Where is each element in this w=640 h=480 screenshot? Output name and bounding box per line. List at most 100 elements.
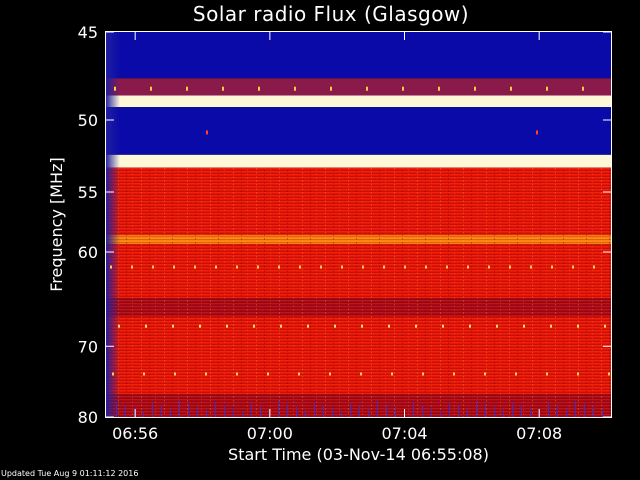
burst-marker-78 — [125, 405, 126, 417]
burst-marker-125 — [548, 403, 549, 417]
burst-marker-74 — [546, 372, 548, 376]
spectrogram-lines — [106, 167, 611, 417]
burst-marker-98 — [305, 410, 306, 417]
burst-marker-41 — [118, 324, 120, 328]
burst-marker-110 — [413, 402, 414, 417]
burst-marker-4 — [222, 86, 224, 91]
y-tick-label: 45 — [78, 23, 98, 42]
burst-marker-84 — [179, 401, 180, 417]
burst-marker-103 — [350, 403, 351, 417]
burst-marker-70 — [422, 372, 424, 376]
burst-marker-100 — [323, 405, 324, 417]
burst-marker-73 — [515, 372, 517, 376]
burst-marker-7 — [330, 86, 332, 91]
frequency-band-2 — [106, 78, 611, 96]
burst-marker-82 — [161, 406, 162, 417]
burst-marker-93 — [260, 406, 261, 417]
burst-marker-46 — [253, 324, 255, 328]
burst-marker-128 — [575, 401, 576, 417]
x-tick-label: 07:00 — [247, 424, 293, 443]
y-axis: 45 50 55 60 70 80 — [78, 23, 611, 427]
burst-marker-56 — [523, 324, 525, 328]
burst-marker-76 — [608, 372, 610, 376]
burst-marker-3 — [186, 86, 188, 91]
y-tick-label: 55 — [78, 183, 98, 202]
burst-marker-65 — [267, 372, 269, 376]
burst-marker-25 — [278, 265, 280, 269]
burst-marker-22 — [215, 265, 217, 269]
burst-marker-5 — [258, 86, 260, 91]
spectrogram-edge — [106, 32, 120, 417]
burst-marker-61 — [143, 372, 145, 376]
burst-marker-117 — [476, 401, 477, 417]
burst-marker-77 — [116, 402, 117, 417]
burst-marker-43 — [172, 324, 174, 328]
burst-marker-26 — [299, 265, 301, 269]
burst-marker-49 — [334, 324, 336, 328]
burst-marker-2 — [150, 86, 152, 91]
burst-marker-40 — [593, 265, 595, 269]
burst-marker-118 — [485, 404, 486, 417]
burst-marker-107 — [386, 404, 387, 417]
frequency-band-5 — [106, 154, 611, 168]
burst-marker-75 — [577, 372, 579, 376]
burst-marker-83 — [170, 409, 171, 417]
burst-marker-122 — [521, 405, 522, 417]
burst-marker-121 — [512, 402, 513, 417]
burst-marker-112 — [431, 408, 432, 417]
burst-marker-6 — [294, 86, 296, 91]
burst-marker-10 — [438, 86, 440, 91]
burst-marker-123 — [530, 408, 531, 417]
burst-marker-88 — [215, 402, 216, 417]
burst-marker-67 — [329, 372, 331, 376]
burst-marker-102 — [341, 411, 342, 417]
burst-marker-57 — [550, 324, 552, 328]
burst-marker-81 — [152, 403, 153, 417]
burst-marker-111 — [422, 405, 423, 417]
burst-marker-19 — [152, 265, 154, 269]
frequency-band-4 — [106, 107, 611, 155]
burst-marker-86 — [197, 407, 198, 417]
y-tick-label: 50 — [78, 111, 98, 130]
burst-marker-50 — [361, 324, 363, 328]
plot-frame — [105, 31, 612, 418]
burst-marker-31 — [404, 265, 406, 269]
burst-marker-95 — [278, 401, 279, 417]
burst-marker-39 — [572, 265, 574, 269]
burst-marker-58 — [577, 324, 579, 328]
burst-marker-17 — [110, 265, 112, 269]
burst-marker-126 — [557, 406, 558, 417]
burst-marker-62 — [174, 372, 176, 376]
burst-marker-97 — [296, 407, 297, 417]
burst-marker-34 — [467, 265, 469, 269]
burst-marker-106 — [377, 401, 378, 417]
burst-marker-66 — [298, 372, 300, 376]
burst-marker-104 — [359, 406, 360, 417]
x-tick-label: 06:56 — [112, 424, 158, 443]
burst-marker-120 — [503, 410, 504, 417]
burst-marker-90 — [233, 408, 234, 417]
burst-markers — [110, 86, 610, 417]
burst-marker-23 — [236, 265, 238, 269]
burst-marker-45 — [226, 324, 228, 328]
burst-marker-79 — [134, 408, 135, 417]
burst-marker-51 — [388, 324, 390, 328]
burst-marker-32 — [425, 265, 427, 269]
burst-marker-91 — [242, 411, 243, 417]
burst-marker-115 — [458, 406, 459, 417]
burst-marker-38 — [551, 265, 553, 269]
burst-marker-44 — [199, 324, 201, 328]
burst-marker-35 — [488, 265, 490, 269]
burst-marker-8 — [366, 86, 368, 91]
burst-marker-21 — [194, 265, 196, 269]
burst-marker-48 — [307, 324, 309, 328]
burst-marker-29 — [362, 265, 364, 269]
burst-marker-27 — [320, 265, 322, 269]
burst-marker-36 — [509, 265, 511, 269]
burst-marker-24 — [257, 265, 259, 269]
y-axis-label: Frequency [MHz] — [47, 157, 66, 291]
burst-marker-108 — [395, 407, 396, 417]
burst-marker-96 — [287, 404, 288, 417]
burst-marker-37 — [530, 265, 532, 269]
